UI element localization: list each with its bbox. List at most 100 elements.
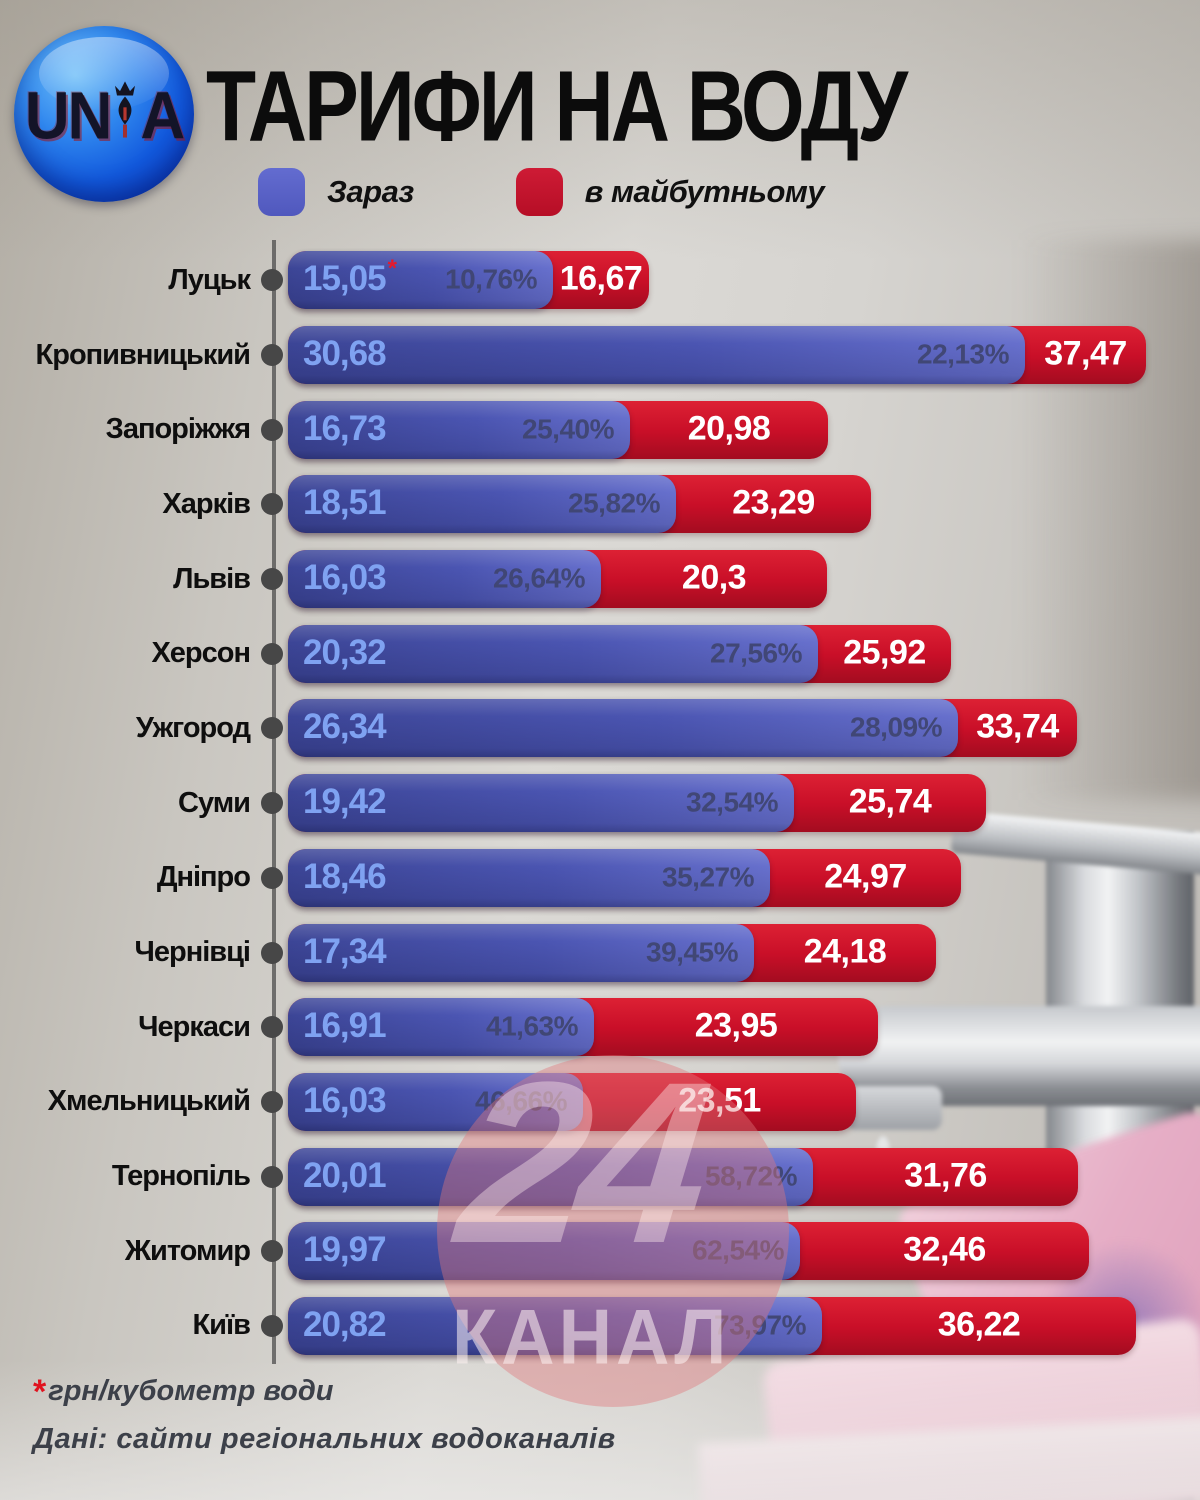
axis-dot [261, 1314, 283, 1337]
bar-track: 32,46 19,97 62,54% [288, 1222, 1168, 1281]
axis-dot [261, 269, 283, 292]
chart-row: Львів 20,3 16,03 26,64% [0, 542, 1200, 617]
current-value: 15,05* [303, 255, 397, 299]
bar-track: 24,18 17,34 39,45% [288, 923, 1168, 982]
current-tariff-bar: 16,03 26,64% [288, 550, 601, 609]
current-value: 26,34 [303, 707, 387, 747]
future-value: 25,92 [843, 633, 926, 672]
bar-track: 25,92 20,32 27,56% [288, 624, 1168, 683]
axis-dot [261, 1165, 283, 1188]
current-value: 18,46 [303, 857, 387, 897]
chart-row: Тернопіль 31,76 20,01 58,72% [0, 1139, 1200, 1214]
current-tariff-bar: 16,91 41,63% [288, 998, 594, 1057]
percent-change: 41,63% [486, 1010, 578, 1042]
percent-change: 28,09% [850, 711, 942, 743]
legend-item-current: Зараз [258, 168, 414, 216]
bar-track: 20,3 16,03 26,64% [288, 550, 1168, 609]
current-value: 20,01 [303, 1155, 387, 1195]
city-label: Харків [162, 487, 251, 520]
city-label: Запоріжжя [105, 413, 251, 446]
current-tariff-bar: 20,01 58,72% [288, 1147, 813, 1206]
current-tariff-bar: 20,32 27,56% [288, 624, 818, 683]
bar-track: 33,74 26,34 28,09% [288, 699, 1168, 758]
percent-change: 27,56% [710, 637, 802, 669]
bar-track: 20,98 16,73 25,40% [288, 400, 1168, 459]
footnote-unit: грн/кубометр води [48, 1375, 334, 1407]
percent-change: 58,72% [705, 1159, 797, 1191]
unia-logo: UN A [14, 26, 194, 202]
city-label: Київ [192, 1309, 251, 1342]
future-value: 32,46 [903, 1231, 986, 1270]
bar-track: 36,22 20,82 73,97% [288, 1296, 1168, 1355]
future-value: 33,74 [976, 708, 1059, 747]
chart-rows: Луцьк 16,67 15,05* 10,76% Кропивницький … [0, 243, 1200, 1363]
bar-track: 23,51 16,03 46,66% [288, 1072, 1168, 1131]
axis-dot [261, 941, 283, 964]
axis-dot [261, 418, 283, 441]
current-tariff-bar: 18,51 25,82% [288, 475, 676, 534]
current-tariff-bar: 19,42 32,54% [288, 774, 794, 833]
axis-dot [261, 866, 283, 889]
current-tariff-bar: 20,82 73,97% [288, 1296, 822, 1355]
future-value: 20,3 [681, 558, 747, 597]
current-value: 20,82 [303, 1305, 387, 1345]
future-value: 37,47 [1044, 334, 1127, 373]
chart-row: Хмельницький 23,51 16,03 46,66% [0, 1065, 1200, 1140]
axis-dot [261, 642, 283, 665]
percent-change: 39,45% [646, 935, 738, 967]
logo-text-right: A [140, 79, 185, 154]
future-value: 24,18 [803, 932, 887, 971]
current-value: 19,97 [303, 1230, 387, 1270]
future-value: 25,74 [848, 782, 932, 821]
city-label: Житомир [124, 1234, 251, 1267]
current-tariff-bar: 17,34 39,45% [288, 923, 754, 982]
current-tariff-bar: 26,34 28,09% [288, 699, 958, 758]
future-value: 23,51 [678, 1081, 761, 1120]
page-title: ТАРИФИ НА ВОДУ [206, 51, 908, 163]
city-label: Дніпро [156, 861, 251, 894]
legend-swatch-future [515, 168, 563, 216]
current-tariff-bar: 18,46 35,27% [288, 848, 770, 907]
chart-row: Харків 23,29 18,51 25,82% [0, 467, 1200, 542]
chart-row: Суми 25,74 19,42 32,54% [0, 766, 1200, 841]
legend-item-future: в майбутньому [515, 168, 825, 216]
percent-change: 22,13% [917, 338, 1009, 370]
percent-change: 35,27% [662, 861, 754, 893]
percent-change: 10,76% [445, 263, 537, 295]
future-value: 23,29 [732, 484, 815, 523]
city-label: Ужгород [135, 711, 251, 744]
axis-dot [261, 1016, 283, 1039]
current-value: 17,34 [303, 931, 387, 971]
asterisk-marker: * [387, 255, 397, 283]
bar-track: 25,74 19,42 32,54% [288, 774, 1168, 833]
faucet-aerator-shape [846, 1086, 942, 1130]
city-label: Хмельницький [47, 1085, 251, 1118]
city-label: Суми [178, 786, 251, 819]
percent-change: 25,82% [568, 487, 660, 519]
chart-row: Ужгород 33,74 26,34 28,09% [0, 691, 1200, 766]
future-value: 23,95 [694, 1006, 778, 1045]
sink-counter-shape [0, 1360, 1200, 1500]
city-label: Черкаси [138, 1010, 251, 1043]
legend: Зараз в майбутньому [258, 168, 825, 216]
current-tariff-bar: 15,05* 10,76% [288, 251, 553, 310]
future-value: 20,98 [687, 409, 771, 448]
legend-label-current: Зараз [327, 174, 414, 209]
bar-track: 23,95 16,91 41,63% [288, 998, 1168, 1057]
logo-wordmark: UN A [14, 77, 194, 156]
pen-nib-icon [112, 77, 138, 156]
percent-change: 73,97% [714, 1309, 806, 1341]
axis-dot [261, 344, 283, 367]
city-label: Львів [173, 562, 251, 595]
bar-track: 37,47 30,68 22,13% [288, 326, 1168, 385]
current-tariff-bar: 16,03 46,66% [288, 1072, 583, 1131]
current-value: 19,42 [303, 782, 387, 822]
chart-row: Херсон 25,92 20,32 27,56% [0, 616, 1200, 691]
current-value: 18,51 [303, 483, 387, 523]
current-tariff-bar: 19,97 62,54% [288, 1222, 800, 1281]
percent-change: 62,54% [692, 1234, 784, 1266]
bar-track: 16,67 15,05* 10,76% [288, 251, 1168, 310]
background-shade-top-shape [0, 0, 1200, 260]
current-value: 16,03 [303, 558, 387, 598]
